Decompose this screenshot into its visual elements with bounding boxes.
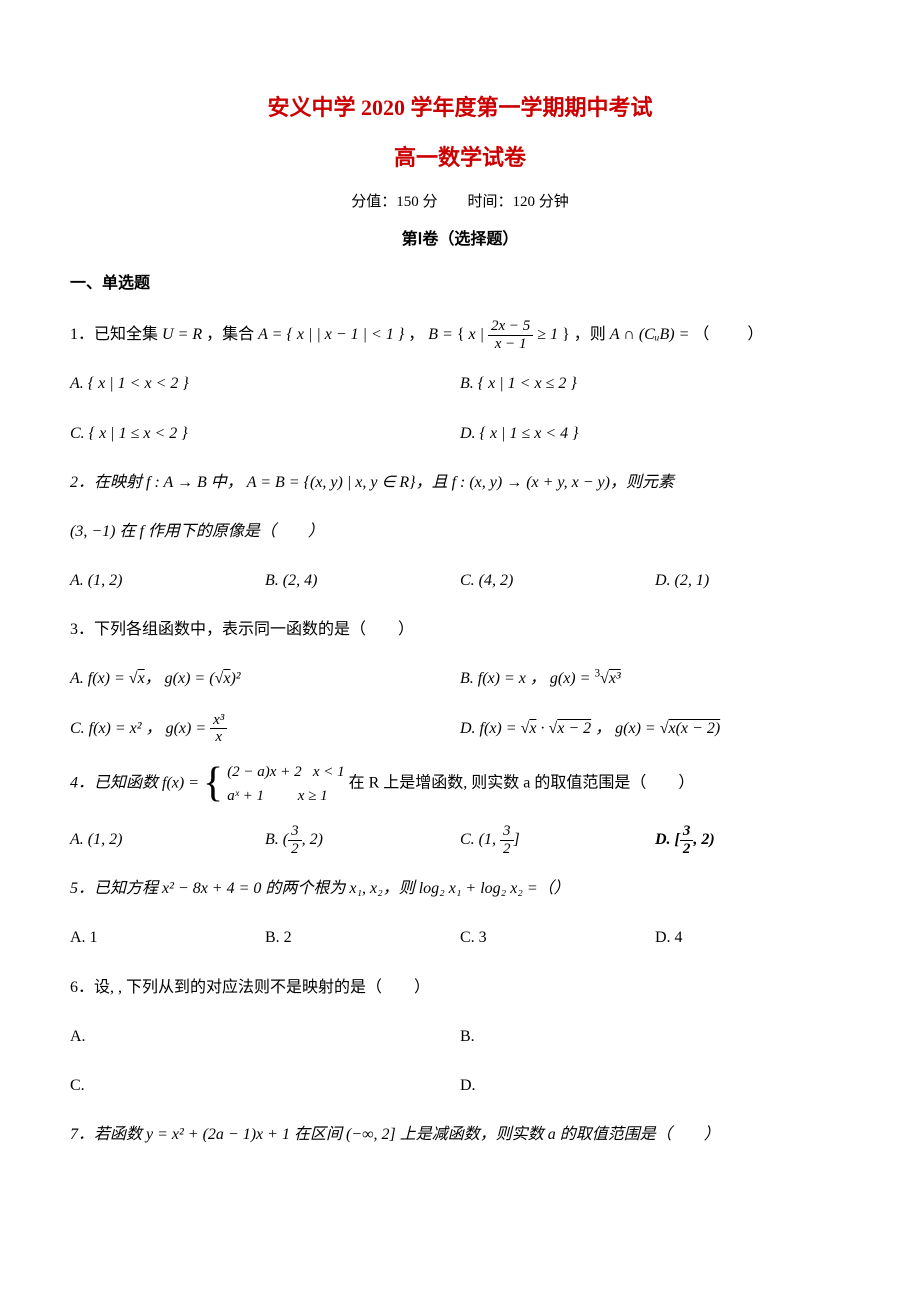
page-title-sub: 高一数学试卷 [70, 140, 850, 172]
q1-opt-b: B. { x | 1 < x ≤ 2 } [460, 366, 850, 401]
q3-opt-a: A. f(x) = √x， g(x) = (√x)² [70, 661, 460, 696]
q4-opt-b: B. (32, 2) [265, 822, 460, 857]
q6-options-row2: C. D. [70, 1068, 850, 1103]
question-2-line2: (3, −1) 在 f 作用下的原像是（ ） [70, 514, 850, 549]
section-single-choice: 一、单选题 [70, 269, 850, 293]
question-1: 1．已知全集 U = R ，集合 A = { x | | x − 1 | < 1… [70, 317, 850, 352]
q1-opt-a: A. { x | 1 < x < 2 } [70, 366, 460, 401]
question-5: 5．已知方程 x² − 8x + 4 = 0 的两个根为 x₁, x₂，则 lo… [70, 871, 850, 906]
q1-expr: A ∩ (CᵤB) = [610, 326, 690, 343]
q1-frac: 2x − 5 x − 1 [488, 318, 533, 352]
q1-options-row2: C. { x | 1 ≤ x < 2 } D. { x | 1 ≤ x < 4 … [70, 416, 850, 451]
q1-opt-c: C. { x | 1 ≤ x < 2 } [70, 416, 460, 451]
q6-opt-d: D. [460, 1068, 850, 1103]
q1-blank: （ ） [693, 326, 765, 343]
q1-setA: A = { x | | x − 1 | < 1 } [258, 326, 404, 343]
q2-opt-c: C. (4, 2) [460, 563, 655, 598]
q1-mid3: ，则 [574, 326, 606, 343]
q1-mid1: ，集合 [206, 326, 254, 343]
q1-mid2: ， [408, 326, 424, 343]
exam-meta: 分值：150 分 时间：120 分钟 [70, 190, 850, 211]
brace-close: } [562, 326, 570, 343]
q5-opt-d: D. 4 [655, 920, 850, 955]
q4-opt-c: C. (1, 32] [460, 822, 655, 857]
q5-options: A. 1 B. 2 C. 3 D. 4 [70, 920, 850, 955]
q3-options-row2: C. f(x) = x² ， g(x) = x³ x D. f(x) = √x … [70, 711, 850, 746]
q2-opt-d: D. (2, 1) [655, 563, 850, 598]
q6-opt-c: C. [70, 1068, 460, 1103]
q6-opt-a: A. [70, 1019, 460, 1054]
q1-opt-d: D. { x | 1 ≤ x < 4 } [460, 416, 850, 451]
page-title-main: 安义中学 2020 学年度第一学期期中考试 [70, 90, 850, 122]
brace-open: { [457, 326, 465, 343]
q2-options: A. (1, 2) B. (2, 4) C. (4, 2) D. (2, 1) [70, 563, 850, 598]
q4-options: A. (1, 2) B. (32, 2) C. (1, 32] D. [32, … [70, 822, 850, 857]
q1-u: U = R [162, 326, 202, 343]
q4-cases: (2 − a)x + 2 x < 1 aˣ + 1 x ≥ 1 [227, 760, 344, 808]
q5-opt-a: A. 1 [70, 920, 265, 955]
question-4: 4．已知函数 f(x) = { (2 − a)x + 2 x < 1 aˣ + … [70, 760, 850, 808]
q5-opt-b: B. 2 [265, 920, 460, 955]
q1-setB-body: x | [469, 326, 489, 343]
q2-opt-a: A. (1, 2) [70, 563, 265, 598]
q2-opt-b: B. (2, 4) [265, 563, 460, 598]
brace-icon: { [203, 765, 223, 803]
q3-opt-b: B. f(x) = x ， g(x) = 3√x³ [460, 661, 850, 696]
q1-setB-pre: B = [428, 326, 457, 343]
volume-header: 第Ⅰ卷（选择题） [70, 225, 850, 249]
q1-text: 1．已知全集 [70, 326, 158, 343]
q6-opt-b: B. [460, 1019, 850, 1054]
q4-prefix: 4．已知函数 f(x) = [70, 775, 203, 792]
question-6: 6．设, , 下列从到的对应法则不是映射的是（ ） [70, 970, 850, 1005]
q4-opt-d: D. [32, 2) [655, 822, 850, 857]
q4-opt-a: A. (1, 2) [70, 822, 265, 857]
q6-options-row1: A. B. [70, 1019, 850, 1054]
q4-suffix: 在 R 上是增函数, 则实数 a 的取值范围是（ ） [349, 775, 695, 792]
q1-frac-num: 2x − 5 [488, 318, 533, 336]
question-7: 7．若函数 y = x² + (2a − 1)x + 1 在区间 (−∞, 2]… [70, 1117, 850, 1152]
question-2-line1: 2．在映射 f : A → B 中， A = B = {(x, y) | x, … [70, 465, 850, 500]
q3-options-row1: A. f(x) = √x， g(x) = (√x)² B. f(x) = x ，… [70, 661, 850, 696]
q1-frac-den: x − 1 [488, 336, 533, 353]
q3-opt-c: C. f(x) = x² ， g(x) = x³ x [70, 711, 460, 746]
q1-options-row1: A. { x | 1 < x < 2 } B. { x | 1 < x ≤ 2 … [70, 366, 850, 401]
q3-opt-d: D. f(x) = √x · √x − 2 ， g(x) = √x(x − 2) [460, 711, 850, 746]
q5-opt-c: C. 3 [460, 920, 655, 955]
question-3: 3．下列各组函数中，表示同一函数的是（ ） [70, 612, 850, 647]
q1-setB-post: ≥ 1 [537, 326, 558, 343]
